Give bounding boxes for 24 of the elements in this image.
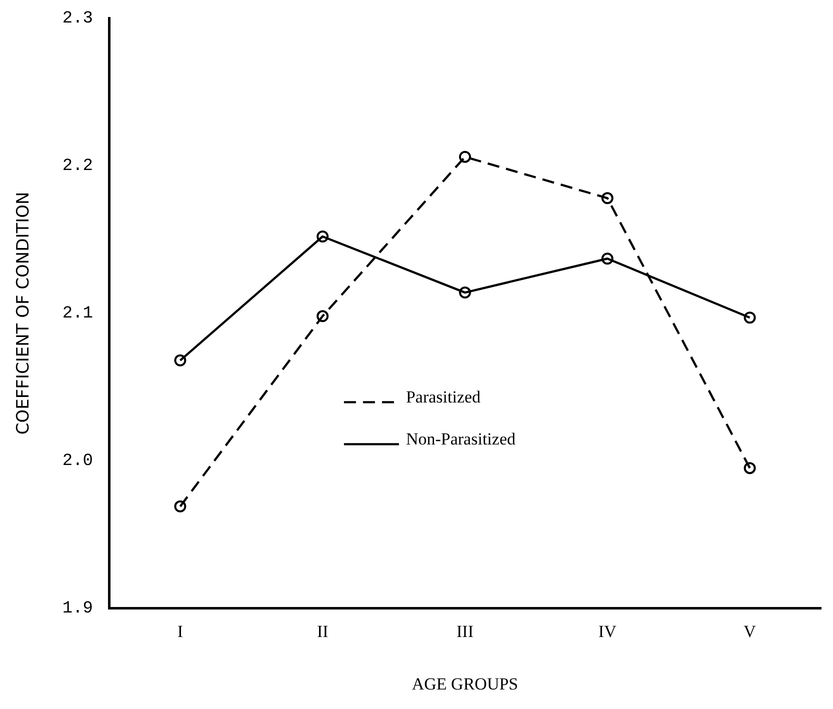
x-axis-title: AGE GROUPS xyxy=(412,674,518,694)
point xyxy=(316,310,329,322)
legend-label: Parasitized xyxy=(406,388,482,407)
point xyxy=(174,354,186,366)
y-tick-label: 2.2 xyxy=(62,157,94,176)
x-tick-label: IV xyxy=(598,622,618,641)
y-tick-label: 2.1 xyxy=(62,304,94,324)
point xyxy=(601,192,614,204)
point xyxy=(316,230,329,242)
x-tick-label: II xyxy=(316,622,329,641)
x-tick-label: I xyxy=(177,622,184,641)
y-tick-label: 2.0 xyxy=(62,452,94,472)
point xyxy=(744,462,756,474)
y-tick-label: 2.3 xyxy=(62,10,94,29)
y-tick-label: 1.9 xyxy=(62,600,94,619)
legend-label: Non-Parasitized xyxy=(406,430,516,449)
point xyxy=(601,252,614,265)
x-tick-label: III xyxy=(456,622,474,641)
y-axis-title: COEFFICIENT OF CONDITION xyxy=(14,192,34,435)
point xyxy=(459,150,472,163)
point xyxy=(174,500,186,512)
point xyxy=(459,286,472,299)
point xyxy=(744,312,756,324)
x-tick-label: V xyxy=(744,622,757,641)
